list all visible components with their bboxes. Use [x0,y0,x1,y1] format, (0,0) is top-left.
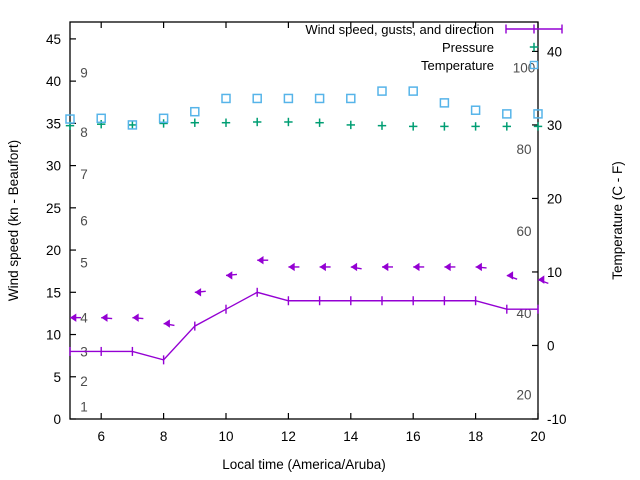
wind-direction-arrow [413,262,425,272]
wind-direction-arrow [444,262,456,272]
wind-direction-arrow [350,262,362,272]
fahrenheit-label: 40 [516,306,531,321]
wind-direction-arrow [537,275,549,285]
wind-direction-arrow [194,288,206,297]
y2-axis-title: Temperature (C - F) [610,161,625,280]
arrow-head [257,256,264,265]
beaufort-label: 8 [80,125,88,140]
x-tick-label: 20 [530,429,545,444]
wind-direction-arrow [101,313,113,322]
y2-tick-label: 10 [547,265,562,280]
legend-label-2: Temperature [421,58,494,73]
temperature-point [252,93,262,104]
wind-direction-arrow [163,319,175,328]
arrow-head [475,262,482,272]
y-tick-label: 45 [46,32,61,47]
y-tick-label: 5 [53,370,61,385]
y2-tick-label: -10 [547,412,567,427]
temperature-point [346,93,356,104]
temperature-point [408,86,418,96]
arrow-head [538,275,545,284]
temperature-point [439,98,450,108]
arrow-head [413,262,420,272]
arrow-head [506,271,514,280]
y-tick-label: 0 [53,412,61,427]
arrow-head [101,313,108,322]
arrow-head [288,262,295,272]
temperature-point [190,106,200,117]
wind-direction-arrow [475,262,487,272]
y2-tick-label: 0 [547,338,555,353]
arrow-head [194,288,202,297]
arrow-head [382,262,389,272]
x-tick-label: 10 [218,429,233,444]
y-tick-label: 30 [46,159,61,174]
arrow-head [70,313,77,322]
y2-tick-label: 40 [547,44,562,59]
beaufort-label: 9 [80,66,88,81]
wind-speed-line [70,291,538,361]
wind-direction-arrow [132,313,144,322]
beaufort-label: 6 [80,214,88,229]
arrow-head [319,262,326,272]
temperature-point [533,109,543,119]
x-tick-label: 8 [160,429,168,444]
wind-direction-arrow [288,262,300,272]
x-tick-label: 14 [343,429,359,444]
arrow-head [163,319,170,328]
fahrenheit-label: 80 [516,142,531,157]
temperature-point [283,93,294,104]
y-axis-title: Wind speed (kn - Beaufort) [6,140,21,301]
arrow-head [444,262,451,272]
arrow-head [350,262,358,272]
wind-direction-arrow [506,271,518,280]
arrow-head [226,271,233,280]
y-tick-label: 10 [46,328,61,343]
temperature-point [502,109,512,119]
wind-direction-arrow [70,313,81,322]
y2-tick-label: 20 [547,191,562,206]
beaufort-label: 5 [80,256,88,271]
temperature-point [158,113,169,124]
x-tick-label: 18 [468,429,483,444]
y2-tick-label: 30 [547,118,562,133]
x-tick-label: 6 [97,429,105,444]
temperature-point [65,114,75,124]
plot-frame [69,21,539,420]
x-tick-label: 16 [406,429,421,444]
fahrenheit-label: 100 [513,61,536,76]
beaufort-label: 2 [80,374,88,389]
beaufort-label: 7 [80,167,88,182]
wind-direction-arrow [382,262,393,272]
beaufort-label: 4 [80,311,88,326]
temperature-point [127,120,138,130]
legend-label-1: Pressure [442,40,494,55]
fahrenheit-label: 20 [516,388,531,403]
fahrenheit-label: 60 [516,224,531,239]
temperature-point [221,93,231,104]
legend-label-0: Wind speed, gusts, and direction [305,22,494,37]
arrow-head [132,313,139,322]
temperature-point [377,86,387,96]
temperature-point [470,105,481,115]
legend-key-square [529,60,539,70]
y-tick-label: 25 [46,201,61,216]
wind-direction-arrow [257,256,269,265]
x-tick-label: 12 [281,429,296,444]
x-axis-title: Local time (America/Aruba) [222,457,386,472]
wind-direction-arrow [319,262,331,272]
temperature-point [314,93,325,104]
wind-direction-arrow [225,271,238,280]
beaufort-label: 1 [80,399,88,414]
y-tick-label: 40 [46,74,61,89]
temperature-point [96,113,106,124]
y-tick-label: 20 [46,243,61,258]
y-tick-label: 35 [46,116,61,131]
y-tick-label: 15 [46,285,61,300]
